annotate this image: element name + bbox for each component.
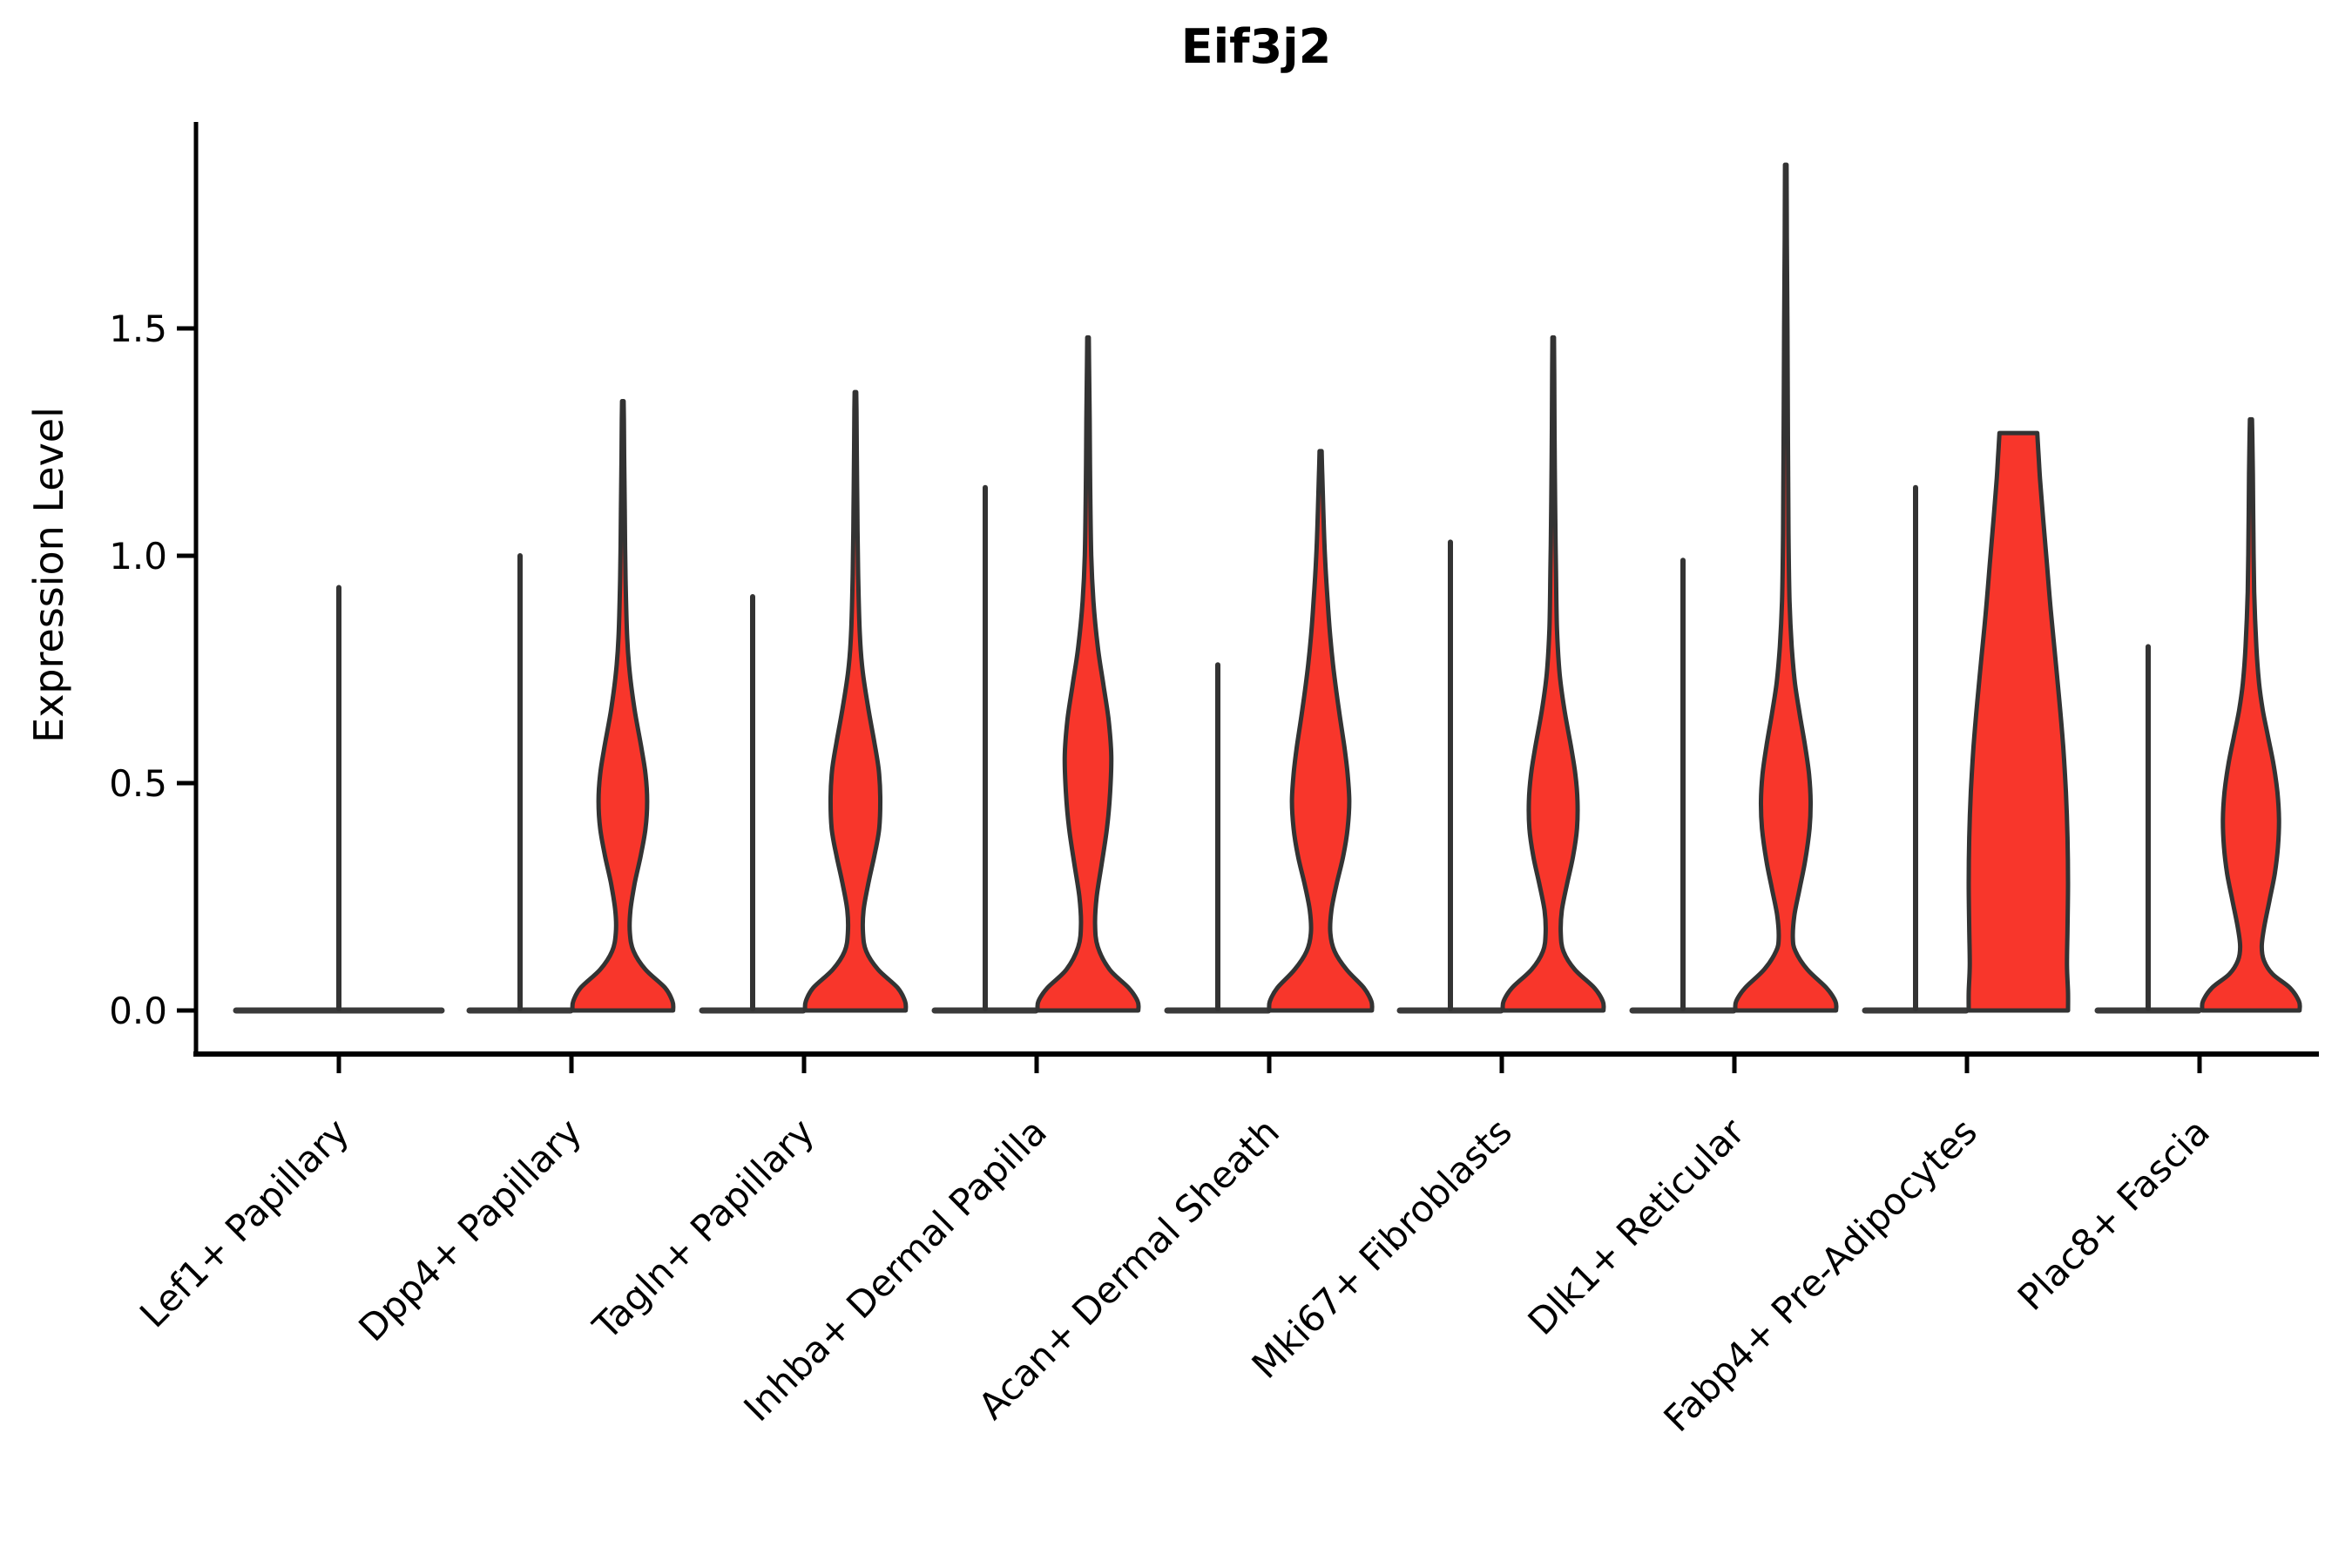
- x-tick-marks: [336, 1054, 2202, 1073]
- violin-group: [233, 585, 445, 1014]
- x-tick-label: Dpp4+ Papillary: [350, 1110, 590, 1349]
- x-tick-label: Lef1+ Papillary: [132, 1110, 357, 1335]
- violin-group: [2094, 416, 2302, 1014]
- violin-group: [931, 335, 1141, 1014]
- violin-group: [1396, 335, 1606, 1014]
- violin-group: [699, 389, 909, 1014]
- violin-density: [570, 399, 676, 1013]
- violin-group: [1629, 162, 1839, 1014]
- x-tick-label: Mki67+ Fibroblasts: [1244, 1110, 1520, 1386]
- violins-layer: [233, 162, 2302, 1014]
- violin-density: [1500, 335, 1606, 1013]
- violin-density: [1966, 430, 2071, 1013]
- y-axis-label: Expression Level: [25, 407, 72, 743]
- y-tick-marks: [177, 326, 196, 1013]
- y-tick-label: 0.5: [109, 762, 167, 805]
- x-tick-label: Plac8+ Fascia: [2010, 1110, 2218, 1318]
- violin-group: [1164, 449, 1375, 1014]
- y-tick-label: 0.0: [109, 990, 167, 1032]
- violin-density: [1267, 449, 1375, 1013]
- violin-density: [802, 389, 909, 1013]
- x-tick-label: Tagln+ Papillary: [585, 1110, 822, 1348]
- plot-title: Eif3j2: [1181, 19, 1332, 74]
- violin-density: [1035, 335, 1141, 1013]
- violin-density: [1733, 162, 1839, 1013]
- x-tick-label: Dlk1+ Reticular: [1520, 1110, 1754, 1343]
- violin-group: [1862, 430, 2071, 1014]
- y-tick-label: 1.5: [109, 308, 167, 350]
- violin-group: [466, 399, 676, 1014]
- y-tick-label: 1.0: [109, 535, 167, 578]
- y-tick-labels: 0.0 0.5 1.0 1.5: [109, 308, 167, 1032]
- violin-density: [2200, 416, 2302, 1013]
